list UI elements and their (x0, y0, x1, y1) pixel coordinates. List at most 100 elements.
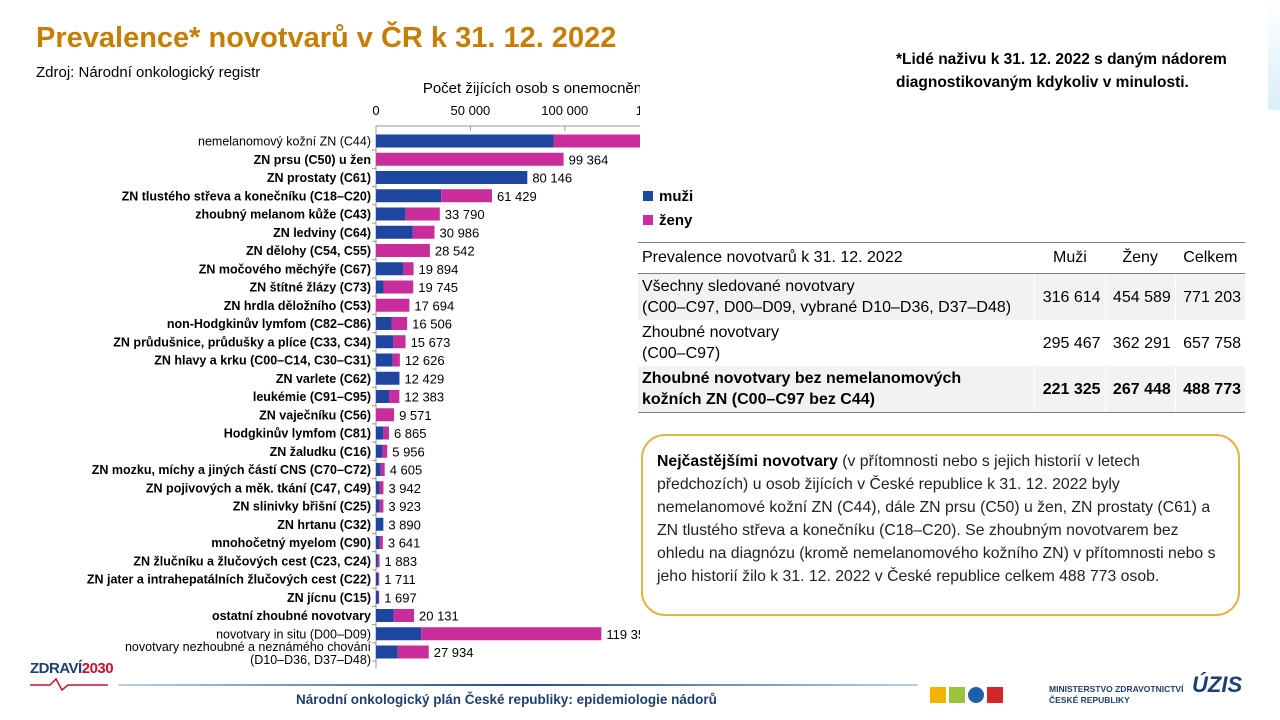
bar-female (380, 463, 385, 476)
bar-female (376, 408, 395, 422)
bar-total-label: 3 641 (388, 536, 421, 551)
legend-label-female: ženy (659, 211, 693, 229)
ministry-line-2: ČESKÉ REPUBLIKY (1049, 695, 1130, 705)
bar-total-label: 12 429 (404, 371, 444, 386)
row-label-line: Zhoubné novotvary bez nemelanomových (642, 370, 962, 387)
summary-callout: Nejčastějšími novotvary (v přítomnosti n… (641, 434, 1240, 616)
ministry-line-1: MINISTERSTVO ZDRAVOTNICTVÍ (1049, 684, 1184, 694)
table-cell-total: 657 758 (1174, 320, 1245, 366)
x-tick-label: 0 (372, 103, 379, 118)
row-label-line: (C00–C97, D00–D09, vybrané D10–D36, D37–… (642, 299, 1012, 316)
bar-female (403, 262, 414, 276)
category-label: Hodgkinův lymfom (C81) (224, 427, 371, 441)
bar-male (376, 444, 383, 458)
category-label: ZN vaječníku (C56) (259, 408, 371, 422)
category-label: ZN slinivky břišní (C25) (233, 500, 371, 514)
bar-male (376, 517, 384, 531)
bar-total-label: 6 865 (394, 426, 427, 441)
bar-female (379, 499, 384, 513)
row-label-line: (C00–C97) (642, 345, 721, 362)
table-cell-women: 454 589 (1104, 273, 1176, 320)
legend-swatch-male (643, 191, 653, 201)
bar-male (376, 335, 394, 349)
bar-total-label: 17 694 (414, 298, 454, 313)
chart-legend: muži ženy (643, 184, 693, 232)
row-label-line: Všechny sledované novotvary (642, 278, 855, 295)
ministry-text: MINISTERSTVO ZDRAVOTNICTVÍ ČESKÉ REPUBLI… (1049, 684, 1183, 706)
footnote-line-1: *Lidé naživu k 31. 12. 2022 s daným nádo… (896, 51, 1227, 68)
bar-total-label: 1 883 (385, 554, 418, 569)
uzis-logo: ÚZIS (1192, 672, 1243, 697)
bar-female (377, 554, 380, 568)
table-row: Zhoubné novotvary bez nemelanomových kož… (638, 366, 1245, 413)
category-label: mnohočetný myelom (C90) (211, 536, 371, 550)
x-tick-label: 50 000 (451, 103, 491, 118)
table-header-men: Muži (1034, 242, 1106, 274)
page-title: Prevalence* novotvarů v ČR k 31. 12. 202… (36, 22, 617, 54)
category-label: ZN pojivových a měk. tkání (C47, C49) (146, 481, 371, 495)
bar-female (383, 426, 389, 440)
bar-total-label: 33 790 (445, 207, 485, 222)
bar-total-label: 12 626 (405, 353, 445, 368)
logo-text-a: ZDRAVÍ (30, 660, 82, 677)
bar-male (376, 317, 392, 330)
partner-icon (987, 687, 1003, 703)
callout-lead: Nejčastějšími novotvary (657, 453, 838, 470)
bar-total-label: 12 383 (404, 390, 444, 405)
bar-female (376, 298, 410, 312)
table-cell-women: 362 291 (1104, 320, 1176, 366)
bar-total-label: 61 429 (497, 189, 537, 204)
bar-male (376, 572, 379, 586)
category-label: ZN jícnu (C15) (287, 591, 371, 605)
category-label: ZN ledviny (C64) (273, 226, 371, 240)
bar-female (405, 207, 440, 221)
category-label: (D10–D36, D37–D48) (250, 653, 371, 667)
table-header-total: Celkem (1174, 242, 1245, 274)
bar-male (376, 590, 379, 604)
bar-total-label: 9 571 (399, 408, 432, 423)
decorative-strip (1268, 0, 1280, 110)
footnote-line-2: diagnostikovaným kdykoliv v minulosti. (896, 74, 1189, 91)
bar-female (378, 590, 380, 604)
bar-total-label: 80 146 (532, 171, 572, 186)
category-label: ZN žaludku (C16) (270, 445, 371, 459)
table-cell-men: 221 325 (1034, 366, 1106, 413)
bar-total-label: 19 894 (419, 262, 459, 277)
footnote: *Lidé naživu k 31. 12. 2022 s daným nádo… (896, 48, 1227, 94)
table-row-label: Zhoubné novotvary (C00–C97) (638, 320, 1035, 366)
category-label: ZN prostaty (C61) (267, 171, 371, 185)
heartbeat-icon (30, 677, 108, 692)
legend-item-female: ženy (643, 208, 693, 232)
x-axis-title: Počet žijících osob s onemocněním nebo j… (423, 80, 640, 97)
bar-male (376, 189, 442, 203)
bar-total-label: 20 131 (419, 609, 459, 624)
bar-male (376, 554, 378, 568)
category-label: ZN žlučníku a žlučových cest (C23, C24) (133, 554, 371, 568)
row-label-line: kožních ZN (C00–C97 bez C44) (642, 391, 875, 408)
bar-total-label: 4 605 (390, 463, 423, 478)
category-label: ZN štítné žlázy (C73) (249, 281, 371, 295)
partner-icon (930, 687, 946, 703)
legend-item-male: muži (643, 184, 693, 208)
category-label: ZN jater a intrahepatálních žlučových ce… (87, 573, 371, 587)
bar-female (378, 572, 380, 586)
bar-male (376, 536, 380, 549)
bar-total-label: 15 673 (411, 335, 451, 350)
bar-male (376, 627, 422, 641)
category-label: novotvary nezhoubné a neznámého chování (125, 640, 372, 654)
bar-total-label: 1 697 (384, 590, 417, 605)
bar-male (376, 645, 398, 659)
bar-male (376, 609, 394, 622)
bar-total-label: 1 711 (384, 572, 416, 587)
category-label: ZN mozku, míchy a jiných částí CNS (C70–… (92, 463, 371, 477)
bar-male (376, 371, 400, 385)
table-cell-men: 295 467 (1034, 320, 1106, 366)
bar-female (421, 627, 602, 641)
table-row: Všechny sledované novotvary (C00–C97, D0… (638, 273, 1245, 320)
row-label-line: Zhoubné novotvary (642, 324, 779, 341)
bar-female (379, 481, 384, 495)
ministry-logo: MINISTERSTVO ZDRAVOTNICTVÍ ČESKÉ REPUBLI… (930, 684, 1183, 706)
bar-female (382, 444, 388, 458)
category-label: ostatní zhoubné novotvary (212, 609, 371, 623)
bar-male (376, 207, 406, 221)
